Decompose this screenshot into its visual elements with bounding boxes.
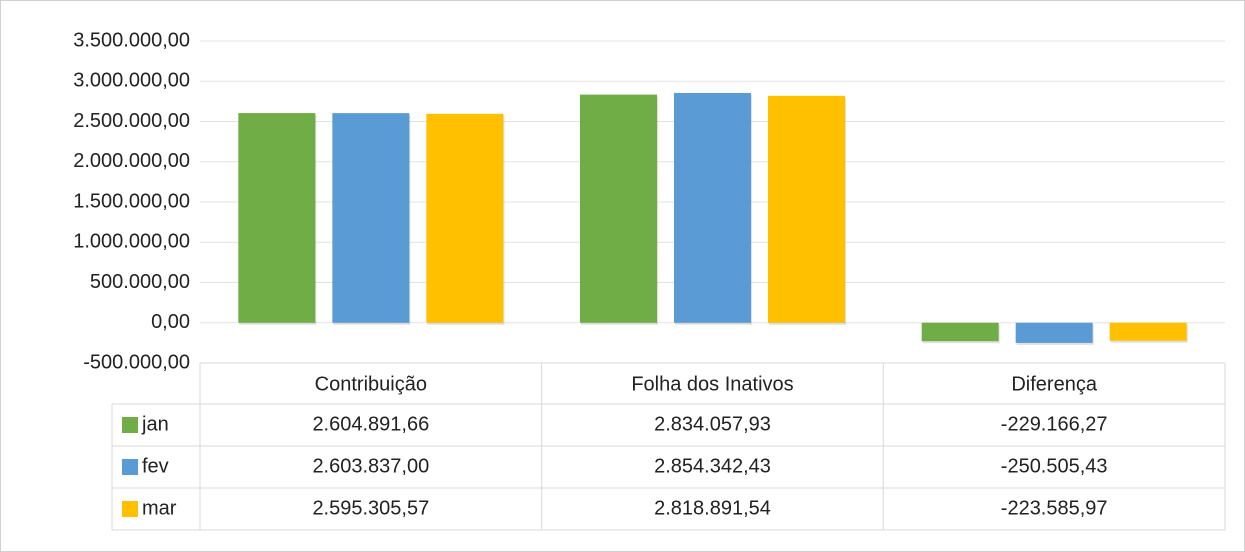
legend-label: fev [142,455,169,477]
x-tick-label: Folha dos Inativos [631,373,793,395]
x-tick-label: Diferença [1011,373,1097,395]
table-value: 2.595.305,57 [312,497,429,519]
legend-key [122,501,138,517]
y-tick-label: -500.000,00 [83,351,190,373]
bar [238,113,316,323]
y-tick-label: 1.000.000,00 [73,231,190,253]
bar [1015,322,1093,343]
y-tick-label: 3.500.000,00 [73,29,190,51]
table-value: 2.604.891,66 [312,413,429,435]
table-value: -250.505,43 [1001,455,1108,477]
y-tick-label: 2.000.000,00 [73,150,190,172]
table-value: 2.603.837,00 [312,455,429,477]
y-tick-label: 0,00 [151,311,190,333]
table-value: -223.585,97 [1001,497,1108,519]
table-value: -229.166,27 [1001,413,1108,435]
bar [1109,322,1187,341]
bar [426,113,504,323]
y-tick-label: 1.500.000,00 [73,190,190,212]
bar [332,113,410,323]
bar [674,92,751,323]
legend-label: mar [142,497,177,519]
y-tick-label: 500.000,00 [90,271,190,293]
x-tick-label: Contribuição [315,373,427,395]
bar [580,94,657,323]
table-value: 2.818.891,54 [654,497,771,519]
y-tick-label: 3.000.000,00 [73,70,190,92]
legend-key [122,417,138,433]
table-value: 2.834.057,93 [654,413,771,435]
table-value: 2.854.342,43 [654,455,771,477]
bar [921,322,999,342]
legend-label: jan [141,413,169,435]
y-tick-label: 2.500.000,00 [73,110,190,132]
bar [768,95,845,323]
legend-key [122,459,138,475]
